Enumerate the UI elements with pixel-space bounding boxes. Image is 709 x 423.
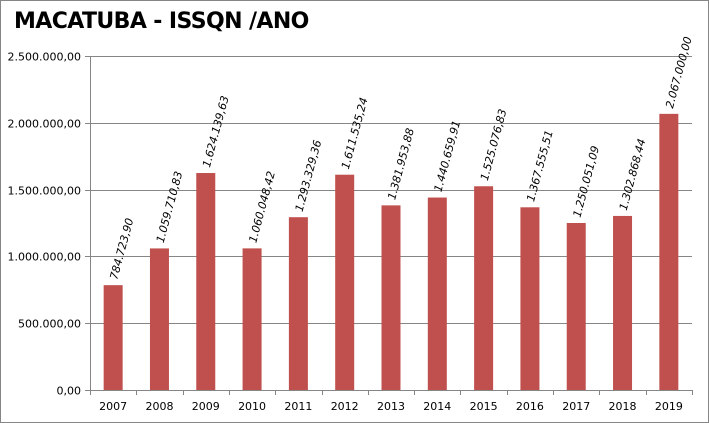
x-tick-label: 2010 (238, 400, 266, 413)
bar-2012 (335, 174, 355, 390)
bar-2019 (659, 113, 679, 390)
x-tick-label: 2017 (562, 400, 590, 413)
x-tick-label: 2019 (655, 400, 683, 413)
y-tick-label: 500.000,00 (18, 318, 81, 331)
y-tick-label: 1.000.000,00 (8, 251, 81, 264)
x-tick-label: 2016 (516, 400, 544, 413)
x-tick-label: 2014 (423, 400, 451, 413)
bar-2015 (474, 186, 494, 390)
data-label: 1.611.535,24 (339, 96, 371, 170)
bar-2013 (381, 205, 401, 390)
bar-2007 (103, 285, 123, 390)
data-label: 1.381.953,88 (385, 127, 417, 201)
bar-2010 (242, 248, 262, 390)
data-label: 2.067.000,00 (663, 35, 695, 109)
chart-title: MACATUBA - ISSQN /ANO (14, 9, 309, 34)
data-label: 1.250.051,09 (571, 144, 603, 218)
bars (103, 113, 679, 390)
bar-2018 (613, 215, 633, 390)
data-label: 1.525.076,83 (478, 108, 510, 182)
data-label: 1.060.048,42 (246, 170, 278, 244)
data-labels: 784.723,90 1.059.710,83 1.624.139,63 1.060.… (107, 35, 694, 281)
data-label: 1.302.868,44 (617, 137, 649, 211)
data-label: 784.723,90 (107, 217, 136, 281)
x-tick-label: 2007 (99, 400, 127, 413)
data-label: 1.059.710,83 (154, 170, 186, 244)
bar-2016 (520, 207, 540, 390)
y-tick-label: 1.500.000,00 (8, 185, 81, 198)
x-tick-label: 2013 (377, 400, 405, 413)
data-label: 1.440.659,91 (432, 119, 464, 193)
y-tick-label: 2.500.000,00 (8, 51, 81, 64)
x-tick-label: 2012 (331, 400, 359, 413)
bar-2014 (427, 197, 447, 390)
bar-2011 (288, 217, 308, 390)
x-tick-label: 2015 (470, 400, 498, 413)
axes: 0,00 500.000,00 1.000.000,00 1.500.000,00 2.… (8, 51, 693, 413)
x-tick-label: 2018 (609, 400, 637, 413)
x-tick-label: 2008 (145, 400, 173, 413)
data-label: 1.367.555,51 (524, 129, 556, 203)
y-tick-label: 2.000.000,00 (8, 118, 81, 131)
bar-2017 (566, 222, 586, 390)
data-label: 1.293.329,36 (293, 139, 325, 213)
x-tick-label: 2009 (192, 400, 220, 413)
data-label: 1.624.139,63 (200, 94, 232, 168)
x-tick-label: 2011 (284, 400, 312, 413)
y-tick-label: 0,00 (57, 385, 82, 398)
bar-2009 (196, 173, 216, 390)
bar-2008 (149, 248, 169, 390)
